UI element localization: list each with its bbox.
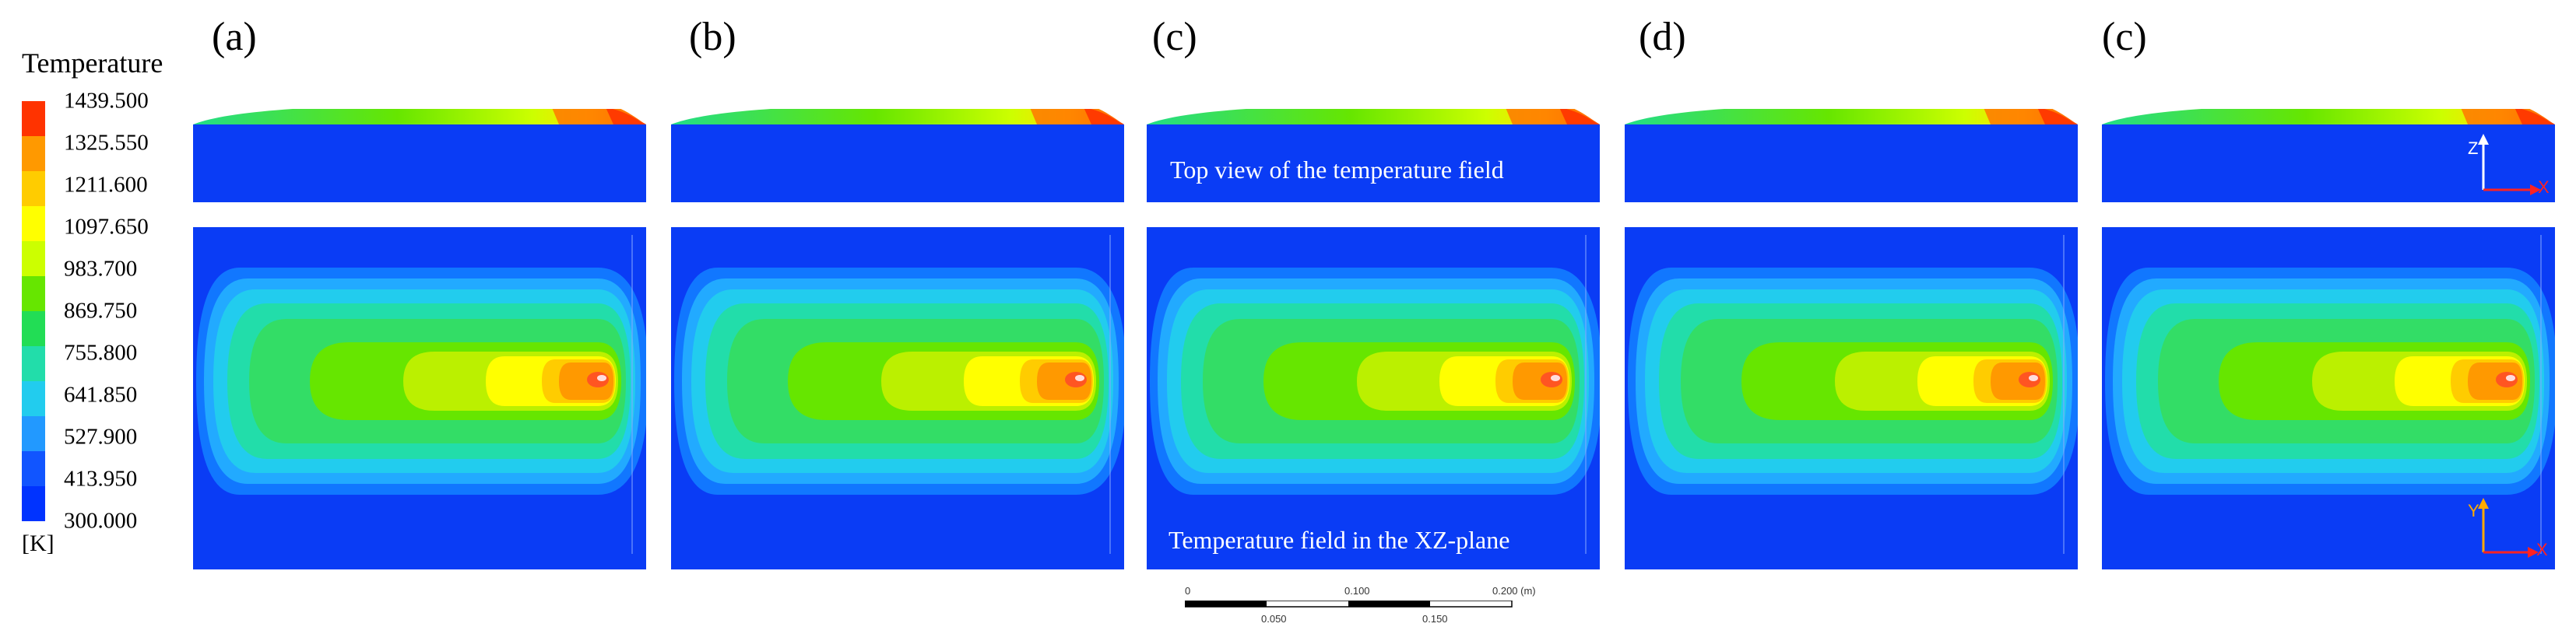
xz-panel-e: Y X (2102, 227, 2555, 569)
xz-panel-c: Temperature field in the XZ-plane (1147, 227, 1600, 569)
colorbar-swatch (22, 346, 45, 381)
panel-label-c: (c) (1152, 15, 1197, 59)
colorbar-swatch (22, 241, 45, 276)
colorbar-label: 1097.650 (64, 214, 149, 240)
top-view-panel-c: Top view of the temperature field (1147, 109, 1600, 202)
colorbar-label: 869.750 (64, 298, 138, 324)
colorbar-swatch (22, 416, 45, 451)
colorbar-swatch (22, 486, 45, 521)
colorbar-swatch (22, 206, 45, 241)
scale-tick-0: 0 (1185, 585, 1191, 597)
top-view-label: Top view of the temperature field (1170, 156, 1504, 184)
panel-label-e: (c) (2102, 15, 2147, 59)
axis-triad-top (2478, 134, 2541, 195)
colorbar-swatch (22, 136, 45, 171)
colorbar-label: 983.700 (64, 256, 138, 282)
colorbar-label: 413.950 (64, 466, 138, 492)
panel-label-a: (a) (212, 15, 257, 59)
colorbar-swatch (22, 276, 45, 311)
xz-plane-label: Temperature field in the XZ-plane (1169, 526, 1510, 554)
top-view-panel-e: Z X (2102, 109, 2555, 202)
xz-panel-b (671, 227, 1124, 569)
axis-triad-bottom (2478, 498, 2539, 558)
top-view-panel-b (671, 109, 1124, 202)
colorbar-label: 755.800 (64, 340, 138, 366)
axis-y-label: Y (2468, 501, 2479, 520)
scale-tick-0200: 0.200 (m) (1492, 585, 1536, 597)
scale-bar: 0 0.100 0.200 (m) 0.050 0.150 (1185, 585, 1536, 632)
scale-tick-0150: 0.150 (1422, 613, 1448, 625)
colorbar-label: 641.850 (64, 382, 138, 408)
panel-label-b: (b) (689, 15, 736, 59)
colorbar-label: 1325.550 (64, 130, 149, 156)
colorbar-swatch (22, 381, 45, 416)
top-view-panel-a (193, 109, 646, 202)
xz-panel-d (1625, 227, 2078, 569)
top-view-panel-d (1625, 109, 2078, 202)
colorbar-label: 1211.600 (64, 172, 148, 198)
colorbar-swatch (22, 171, 45, 206)
axis-z-label: Z (2468, 138, 2479, 158)
colorbar-label: 1439.500 (64, 88, 149, 114)
panel-label-d: (d) (1639, 15, 1686, 59)
colorbar-label: 300.000 (64, 508, 138, 534)
colorbar-swatch (22, 451, 45, 486)
colorbar-title: Temperature (22, 47, 163, 79)
scale-tick-0100: 0.100 (1344, 585, 1370, 597)
colorbar-unit: [K] (22, 531, 54, 556)
colorbar-label: 527.900 (64, 424, 138, 450)
xz-panel-a (193, 227, 646, 569)
colorbar-swatch (22, 311, 45, 346)
axis-x-label-bottom: X (2536, 540, 2548, 559)
scale-bar-graphic (1185, 601, 1513, 608)
scale-tick-0050: 0.050 (1261, 613, 1287, 625)
colorbar (22, 101, 45, 521)
colorbar-swatch (22, 101, 45, 136)
axis-x-label-top: X (2538, 177, 2550, 197)
